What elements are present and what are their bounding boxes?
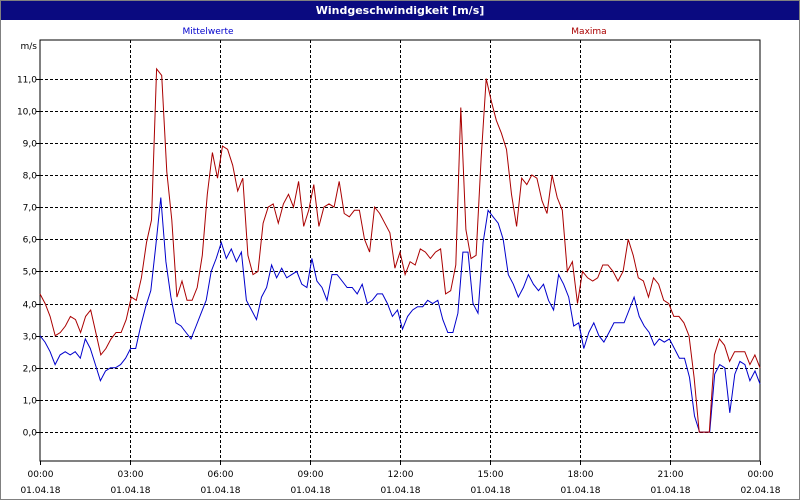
x-tick-time-label: 18:00 — [568, 470, 594, 480]
y-tick-label: 7,0 — [23, 204, 38, 214]
y-tick-label: 10,0 — [17, 108, 37, 118]
x-tick-time-label: 00:00 — [28, 470, 54, 480]
series-line-mittelwerte — [39, 197, 761, 433]
x-tick-time-label: 12:00 — [388, 470, 414, 480]
x-tick-date-label: 01.04.18 — [20, 486, 60, 496]
y-tick-label: 9,0 — [23, 140, 38, 150]
x-tick-date-label: 01.04.18 — [290, 486, 330, 496]
x-tick-date-label: 02.04.18 — [740, 486, 780, 496]
y-tick-label: 5,0 — [23, 268, 38, 278]
y-tick-label: 6,0 — [23, 236, 38, 246]
x-tick-time-label: 21:00 — [658, 470, 684, 480]
x-tick-time-label: 15:00 — [478, 470, 504, 480]
x-tick-date-label: 01.04.18 — [200, 486, 240, 496]
x-tick-date-label: 01.04.18 — [560, 486, 600, 496]
y-tick-label: 3,0 — [23, 333, 38, 343]
x-tick-date-label: 01.04.18 — [650, 486, 690, 496]
y-tick-label: 0,0 — [23, 429, 38, 439]
x-tick-time-label: 03:00 — [118, 470, 144, 480]
y-tick-label: 11,0 — [17, 76, 37, 86]
x-tick-date-label: 01.04.18 — [110, 486, 150, 496]
x-tick-time-label: 09:00 — [298, 470, 324, 480]
x-tick-time-label: 06:00 — [208, 470, 234, 480]
y-axis-label: m/s — [21, 42, 38, 52]
y-tick-label: 4,0 — [23, 301, 38, 311]
legend-entry-mittelwerte: Mittelwerte — [182, 27, 233, 37]
legend-entry-maxima: Maxima — [571, 27, 606, 37]
y-tick-label: 1,0 — [23, 397, 38, 407]
series-line-maxima — [39, 67, 761, 433]
y-tick-label: 2,0 — [23, 365, 38, 375]
chart-title-bar: Windgeschwindigkeit [m/s] — [1, 1, 799, 20]
x-tick-date-label: 01.04.18 — [470, 486, 510, 496]
x-tick-date-label: 01.04.18 — [380, 486, 420, 496]
y-tick-label: 8,0 — [23, 172, 38, 182]
x-tick-time-label: 00:00 — [748, 470, 774, 480]
